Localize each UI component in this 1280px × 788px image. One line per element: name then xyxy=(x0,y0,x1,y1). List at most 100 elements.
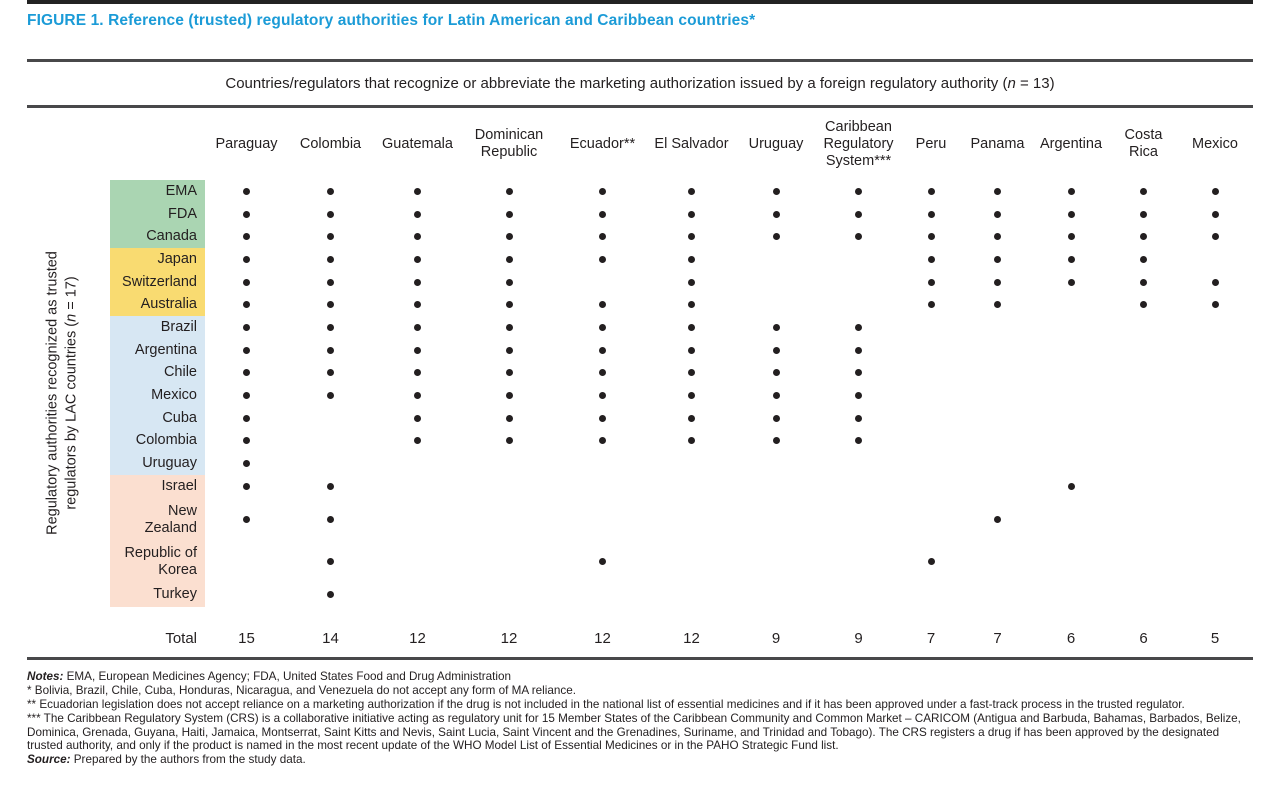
dot-marker xyxy=(414,414,421,422)
matrix-cell-dot xyxy=(649,316,734,339)
matrix-cell-empty xyxy=(899,384,963,407)
dot-marker xyxy=(855,414,862,422)
matrix-cell-dot xyxy=(288,225,373,248)
column-header: Colombia xyxy=(299,135,362,152)
dot-marker xyxy=(327,187,334,195)
matrix-cell-dot xyxy=(649,362,734,385)
dot-marker xyxy=(505,301,513,309)
matrix-cell-empty xyxy=(1032,407,1110,430)
dot-marker xyxy=(505,323,513,331)
dot-marker xyxy=(927,301,935,309)
matrix-cell-empty xyxy=(1110,452,1177,475)
matrix-cell-dot xyxy=(205,362,288,385)
note-line: Source: Prepared by the authors from the… xyxy=(27,753,306,767)
matrix-cell-dot xyxy=(818,339,899,362)
matrix-cell-empty xyxy=(818,271,899,294)
row-label: Cuba xyxy=(110,406,205,430)
dot-marker xyxy=(927,210,935,218)
dot-marker xyxy=(1211,187,1219,195)
dot-marker xyxy=(1140,187,1147,195)
dot-marker xyxy=(1211,210,1219,218)
matrix-cell-dot xyxy=(373,180,462,203)
matrix-cell-empty xyxy=(818,248,899,271)
matrix-cell-empty xyxy=(963,430,1032,453)
row-label: Brazil xyxy=(110,316,205,339)
matrix-cell-dot xyxy=(373,339,462,362)
column-group-header-text: Countries/regulators that recognize or a… xyxy=(225,75,1008,92)
matrix-cell-empty xyxy=(1110,339,1177,362)
matrix-cell-empty xyxy=(1032,541,1110,583)
matrix-cell-dot xyxy=(205,180,288,203)
matrix-cell-dot xyxy=(205,475,288,499)
dot-marker xyxy=(772,187,780,195)
matrix-cell-dot xyxy=(734,180,818,203)
dot-marker xyxy=(243,346,250,354)
dot-marker xyxy=(243,255,250,263)
dot-marker xyxy=(772,346,780,354)
matrix-cell-dot xyxy=(205,339,288,362)
dot-marker xyxy=(772,210,780,218)
matrix-cell-empty xyxy=(556,271,649,294)
dot-marker xyxy=(505,187,513,195)
matrix-cell-dot xyxy=(462,293,556,316)
matrix-cell-dot xyxy=(818,203,899,226)
note-line: *** The Caribbean Regulatory System (CRS… xyxy=(27,711,1241,753)
dot-marker xyxy=(927,278,935,286)
matrix-cell-dot xyxy=(462,271,556,294)
total-value: 12 xyxy=(683,630,700,648)
matrix-cell-empty xyxy=(1032,583,1110,607)
matrix-row: Mexico xyxy=(27,384,1253,407)
page-crop-rule xyxy=(27,0,1253,4)
matrix-row: Argentina xyxy=(27,338,1253,362)
matrix-cell-empty xyxy=(1177,541,1253,583)
column-header: Dominican Republic xyxy=(474,127,544,160)
column-header: Uruguay xyxy=(748,135,804,152)
bottom-rule xyxy=(27,656,1253,660)
total-value: 12 xyxy=(594,630,611,648)
dot-marker xyxy=(243,278,250,286)
dot-marker xyxy=(327,255,334,263)
matrix-cell-dot xyxy=(1032,203,1110,226)
matrix-cell-dot xyxy=(1177,203,1253,226)
matrix-cell-empty xyxy=(1032,384,1110,407)
dot-marker xyxy=(994,301,1001,309)
dot-marker xyxy=(599,392,606,400)
dot-marker xyxy=(1211,301,1219,309)
dot-marker xyxy=(994,255,1001,263)
matrix-cell-dot xyxy=(288,203,373,226)
matrix-row: Japan xyxy=(27,248,1253,271)
matrix-cell-dot xyxy=(1110,271,1177,294)
dot-marker xyxy=(414,301,421,309)
matrix-cell-empty xyxy=(734,248,818,271)
matrix-cell-dot xyxy=(205,225,288,248)
dot-marker xyxy=(927,233,935,241)
axis-label-line2: regulators by LAC countries (n = 17) xyxy=(63,276,79,510)
matrix-cell-empty xyxy=(899,362,963,385)
matrix-cell-empty xyxy=(1032,430,1110,453)
dot-marker xyxy=(1140,278,1147,286)
dot-marker xyxy=(243,460,250,468)
dot-marker xyxy=(994,278,1001,286)
dot-marker xyxy=(599,323,606,331)
figure-container: FIGURE 1. Reference (trusted) regulatory… xyxy=(27,0,1253,767)
matrix-cell-empty xyxy=(1177,583,1253,607)
matrix-cell-dot xyxy=(1032,180,1110,203)
matrix-cell-dot xyxy=(462,362,556,385)
matrix-cell-empty xyxy=(462,452,556,475)
dot-marker xyxy=(688,437,695,445)
dot-marker xyxy=(414,278,421,286)
dot-marker xyxy=(243,392,250,400)
dot-marker xyxy=(772,392,780,400)
matrix-cell-empty xyxy=(1110,583,1177,607)
dot-marker xyxy=(772,369,780,377)
column-header: Ecuador** xyxy=(569,135,636,152)
matrix-cell-dot xyxy=(1177,271,1253,294)
dot-marker xyxy=(688,278,695,286)
row-label: FDA xyxy=(110,202,205,226)
matrix-cell-empty xyxy=(649,583,734,607)
dot-marker xyxy=(243,301,250,309)
dot-marker xyxy=(688,233,695,241)
dot-marker xyxy=(243,414,250,422)
matrix-cell-dot xyxy=(899,248,963,271)
matrix-cell-empty xyxy=(373,475,462,499)
